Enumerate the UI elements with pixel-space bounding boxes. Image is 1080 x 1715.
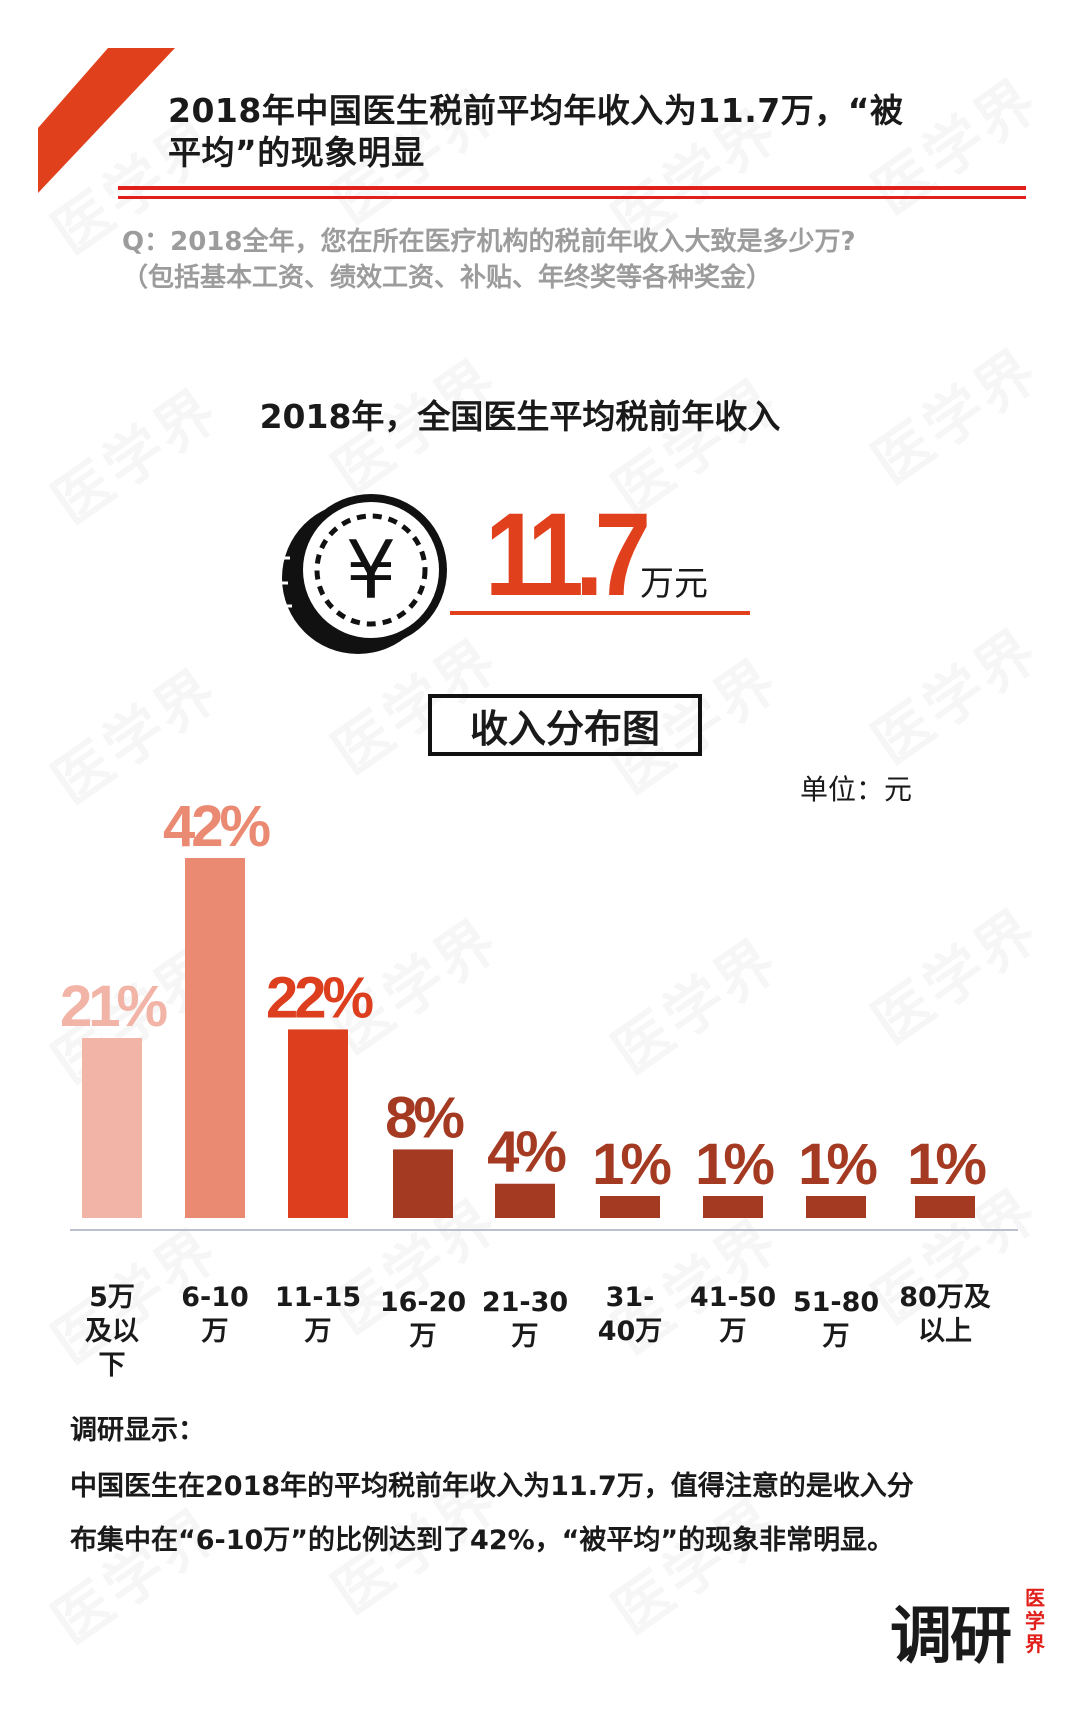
bar-value-label-4: 4%	[487, 1120, 566, 1185]
bar-value-label-8: 1%	[907, 1132, 986, 1197]
income-distribution-chart: 21% 42% 22%8% 4% 1% 1% 1% 1%	[60, 794, 1018, 1231]
title-line-2: 平均”的现象明显	[168, 133, 425, 172]
summary-text: 中国医生在2018年的平均税前年收入为11.7万，值得注意的是收入分 布集中在“…	[70, 1460, 1020, 1568]
summary-line-2: 布集中在“6-10万”的比例达到了42%，“被平均”的现象非常明显。	[70, 1525, 895, 1556]
category-label-5: 31- 40万	[597, 1282, 663, 1347]
bar-value-label-1: 42%	[163, 794, 271, 859]
category-label-0: 5万 及以 下	[85, 1282, 139, 1381]
average-underline	[450, 611, 750, 615]
page-title: 2018年中国医生税前平均年收入为11.7万，“被 平均”的现象明显	[168, 90, 988, 174]
bar-value-label-2: 22%	[266, 965, 374, 1030]
bar-value-label-6: 1%	[695, 1132, 774, 1197]
category-label-6: 41-50 万	[689, 1282, 777, 1347]
bar-3	[393, 1149, 453, 1218]
bar-7	[806, 1196, 866, 1218]
title-divider	[118, 186, 1026, 190]
category-label-7: 51-80 万	[792, 1287, 880, 1352]
svg-text:¥: ¥	[346, 524, 397, 617]
average-income-unit: 万元	[640, 564, 708, 604]
title-divider	[118, 196, 1026, 199]
logo-side-text: 医学界	[1025, 1586, 1045, 1656]
survey-question: Q：2018全年，您在所在医疗机构的税前年收入大致是多少万? （包括基本工资、绩…	[122, 224, 1022, 296]
category-label-1: 6-10 万	[181, 1282, 249, 1347]
bar-value-label-7: 1%	[798, 1132, 877, 1197]
title-line-1: 2018年中国医生税前平均年收入为11.7万，“被	[168, 91, 904, 130]
category-label-8: 80万及 以上	[899, 1282, 991, 1347]
summary-line-1: 中国医生在2018年的平均税前年收入为11.7万，值得注意的是收入分	[70, 1471, 914, 1502]
bar-1	[185, 858, 245, 1218]
unit-label: 单位：元	[800, 773, 913, 806]
bar-0	[82, 1038, 142, 1218]
distribution-title: 收入分布图	[428, 694, 702, 756]
brand-logo: 调研 医学界	[890, 1585, 1045, 1673]
bar-value-label-3: 8%	[385, 1085, 464, 1150]
bar-5	[600, 1196, 660, 1218]
bar-8	[915, 1196, 975, 1218]
summary-heading: 调研显示：	[70, 1415, 205, 1446]
logo-main-text: 调研	[890, 1599, 1012, 1672]
question-line-1: Q：2018全年，您在所在医疗机构的税前年收入大致是多少万?	[122, 227, 856, 257]
watermark: 医学界	[853, 604, 1054, 780]
bar-6	[703, 1196, 763, 1218]
question-line-2: （包括基本工资、绩效工资、补贴、年终奖等各种奖金）	[122, 263, 773, 293]
category-label-2: 11-15 万	[274, 1282, 362, 1347]
bar-value-label-5: 1%	[592, 1132, 671, 1197]
average-income-value: 11.7	[485, 489, 651, 621]
category-label-4: 21-30 万	[481, 1287, 569, 1352]
bar-4	[495, 1183, 555, 1218]
bar-value-label-0: 21%	[60, 974, 168, 1039]
yen-coin-icon: ¥	[281, 494, 447, 654]
corner-accent	[38, 48, 175, 193]
average-income-heading: 2018年，全国医生平均税前年收入	[259, 397, 781, 436]
category-label-3: 16-20 万	[379, 1287, 467, 1352]
bar-2	[288, 1029, 348, 1218]
watermark: 医学界	[853, 324, 1054, 500]
